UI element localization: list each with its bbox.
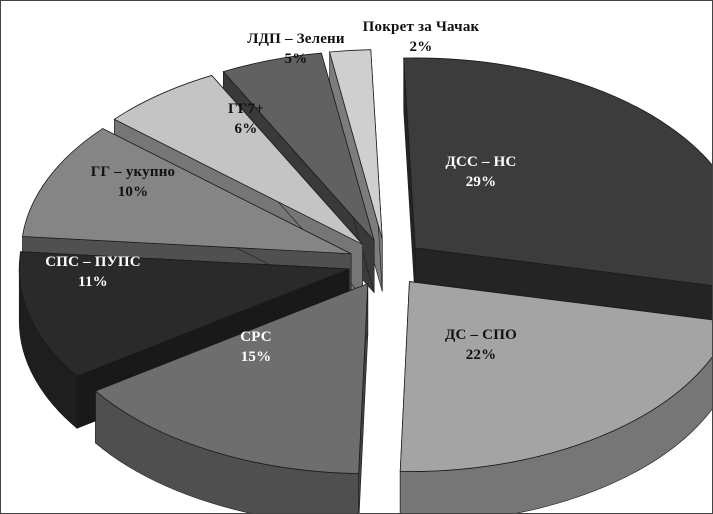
slice-4-top [21, 128, 352, 255]
slice-3-value-label: 11% [78, 274, 108, 290]
slice-5-name-label: ГГ7+ [228, 101, 264, 117]
slice-labels: ДСС – НС 29% ДС – СПО 22% СРС 15% СПС – ПУПС 11… [45, 19, 517, 365]
slice-0-name-label: ДСС – НС [445, 154, 516, 170]
slice-tops [18, 49, 712, 475]
slice-5-value-label: 6% [235, 121, 258, 137]
slice-1-name-label: ДС – СПО [445, 327, 517, 343]
slice-0-top [403, 57, 712, 286]
slice-7-top [329, 49, 383, 240]
slice-6-top [222, 52, 375, 241]
slice-1-value-label: 22% [466, 347, 497, 363]
slice-2-name-label: СРС [240, 329, 272, 345]
slice-0-value-label: 29% [466, 174, 497, 190]
slice-6-name-label: ЛДП – Зелени [247, 31, 345, 47]
slice-4-name-label: ГГ – укупно [91, 164, 176, 180]
slice-6-value-label: 5% [285, 51, 308, 67]
slice-5-top [113, 74, 363, 245]
slice-3-name-label: СПС – ПУПС [45, 254, 141, 270]
slice-2-value-label: 15% [241, 349, 272, 365]
slice-3-top [18, 251, 350, 377]
slice-4-value-label: 10% [118, 184, 149, 200]
slice-7-value-label: 2% [410, 39, 433, 55]
slice-7-name-label: Покрет за Чачак [363, 19, 480, 35]
slice-1-top [399, 281, 712, 472]
slice-2-top [94, 283, 369, 475]
